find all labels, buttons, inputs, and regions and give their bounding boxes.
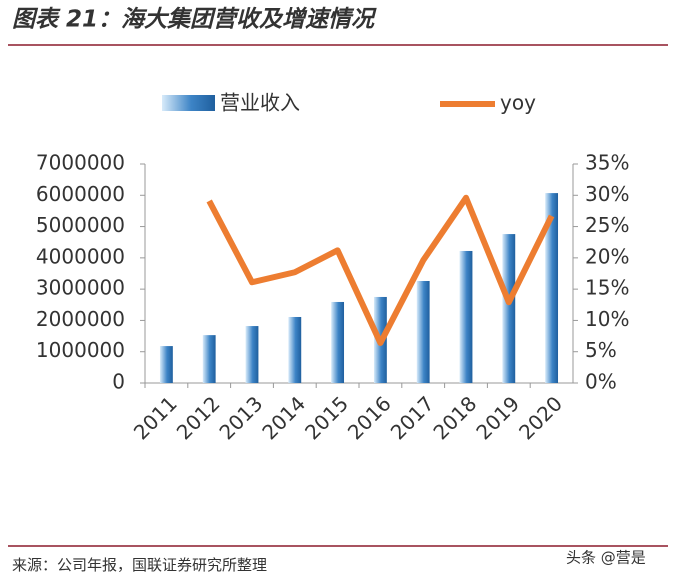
x-tick-label: 2013	[214, 391, 267, 444]
y-tick-label: 2000000	[36, 307, 125, 331]
y-tick-label: 0	[112, 370, 125, 394]
title: 图表 21：海大集团营收及增速情况	[12, 7, 377, 33]
x-tick-label: 2015	[300, 391, 353, 444]
x-tick-label: 2012	[172, 391, 225, 444]
bar	[159, 346, 173, 383]
y-tick-label: 1000000	[36, 338, 125, 362]
line	[206, 194, 555, 346]
x-tick-label: 2014	[257, 391, 310, 444]
bar	[416, 281, 430, 383]
x-tick-label: 2018	[428, 391, 481, 444]
legend-swatch	[162, 95, 215, 111]
y2-tick-label: 0%	[585, 370, 617, 394]
y2-tick-label: 30%	[585, 182, 629, 206]
y2-tick-label: 10%	[585, 307, 629, 331]
x-tick-label: 2016	[343, 391, 396, 444]
y-tick-label: 6000000	[36, 182, 125, 206]
y-tick-label: 4000000	[36, 244, 125, 268]
y2-tick-label: 15%	[585, 276, 629, 300]
bar	[502, 234, 516, 383]
x-tick-label: 2020	[514, 391, 567, 444]
source: 来源：公司年报，国联证券研究所整理	[12, 556, 267, 574]
x-tick-label: 2017	[386, 391, 439, 444]
y-tick-label: 7000000	[36, 151, 125, 175]
y-tick-label: 3000000	[36, 276, 125, 300]
bar	[288, 316, 302, 383]
y2-tick-label: 5%	[585, 338, 617, 362]
y-tick-label: 5000000	[36, 213, 125, 237]
x-tick-label: 2019	[471, 391, 524, 444]
bar	[202, 335, 216, 383]
legend-label: yoy	[500, 91, 536, 115]
bar	[331, 301, 345, 383]
watermark: 头条 @营是	[566, 549, 646, 567]
y2-tick-label: 35%	[585, 151, 629, 175]
y2-tick-label: 20%	[585, 244, 629, 268]
y2-tick-label: 25%	[585, 213, 629, 237]
x-tick-label: 2011	[129, 391, 182, 444]
bar	[545, 193, 559, 383]
bar	[459, 250, 473, 383]
legend-label: 营业收入	[220, 91, 300, 115]
bar	[245, 326, 259, 383]
